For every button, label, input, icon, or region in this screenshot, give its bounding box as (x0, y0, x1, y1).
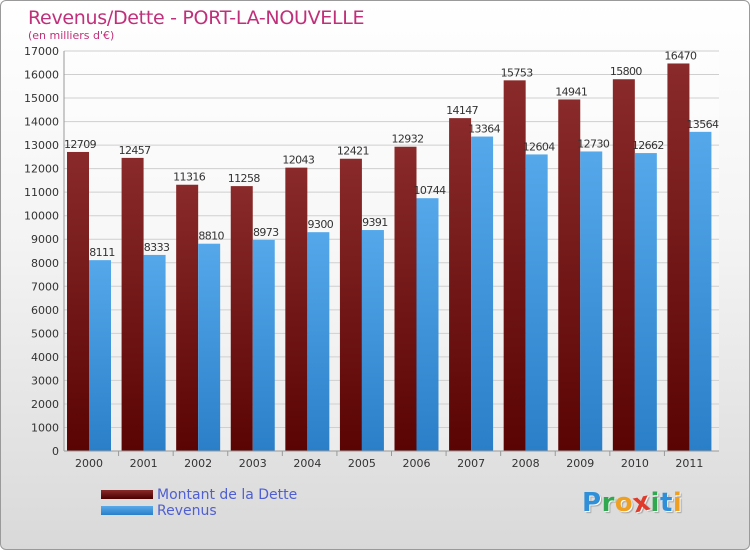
bar-debt (503, 80, 526, 451)
y-tick-label: 5000 (31, 327, 59, 340)
x-tick-label: 2006 (403, 457, 431, 470)
bar-debt (67, 151, 89, 451)
data-labels-group: 12709 8111 12457 8333 11316 8810 11258 8973 1204… (64, 49, 720, 259)
data-label-revenue: 10744 (414, 184, 447, 197)
y-tick-label: 1000 (31, 421, 59, 434)
data-label-debt: 12043 (282, 154, 315, 167)
x-tick-label: 2010 (621, 457, 649, 470)
data-label-revenue: 8333 (144, 241, 170, 254)
x-tick-label: 2004 (293, 457, 321, 470)
bar-revenue (143, 254, 166, 451)
bar-revenue (634, 153, 657, 451)
logo-letter: r (601, 488, 615, 518)
plot-area (64, 51, 719, 451)
data-label-debt: 14147 (446, 104, 479, 117)
y-tick-label: 3000 (31, 374, 59, 387)
data-label-revenue: 12604 (523, 140, 556, 153)
logo-letter: i (672, 488, 683, 518)
bar-debt (121, 157, 144, 452)
bar-debt (394, 146, 417, 451)
data-label-debt: 11258 (228, 172, 261, 185)
bar-revenue (525, 154, 548, 451)
data-label-revenue: 13564 (686, 118, 719, 131)
y-tick-label: 7000 (31, 280, 59, 293)
data-label-debt: 12421 (337, 145, 369, 158)
x-tick-label: 2007 (457, 457, 485, 470)
bar-revenue (689, 131, 712, 452)
y-tick-label: 2000 (31, 398, 59, 411)
bar-revenue (580, 151, 603, 451)
y-tick-label: 10000 (24, 210, 59, 223)
data-label-debt: 12932 (392, 133, 424, 146)
data-label-debt: 11316 (173, 171, 206, 184)
bar-debt (558, 99, 581, 452)
y-tick-label: 17000 (24, 45, 59, 58)
y-tick-label: 0 (52, 445, 59, 458)
data-label-revenue: 8810 (198, 230, 224, 243)
data-label-revenue: 8111 (89, 246, 115, 259)
data-label-revenue: 9391 (362, 216, 388, 229)
bar-revenue (252, 239, 275, 451)
data-label-debt: 15800 (610, 65, 643, 78)
data-label-revenue: 8973 (253, 226, 279, 239)
legend-label-revenue: Revenus (157, 503, 217, 519)
logo-letter: i (650, 488, 660, 518)
bar-revenue (361, 230, 384, 451)
y-tick-label: 4000 (31, 351, 59, 364)
x-tick-label: 2008 (512, 457, 540, 470)
bar-debt (612, 79, 635, 451)
x-tick-label: 2000 (75, 457, 103, 470)
y-tick-label: 8000 (31, 257, 59, 270)
y-tick-label: 16000 (24, 69, 59, 82)
bar-debt (339, 158, 362, 451)
bars-group (67, 63, 712, 452)
data-label-debt: 16470 (664, 49, 697, 62)
bar-revenue (471, 136, 494, 451)
y-tick-label: 11000 (24, 186, 59, 199)
x-tick-label: 2011 (675, 457, 703, 470)
grid-lines (64, 50, 719, 452)
chart-title: Revenus/Dette - PORT-LA-NOUVELLE (28, 7, 365, 29)
bar-revenue (198, 243, 221, 451)
bar-debt (667, 63, 690, 452)
logo-letter: P (582, 488, 602, 518)
logo-letter: o (614, 488, 634, 518)
bar-debt (176, 184, 199, 451)
x-tick-label: 2002 (184, 457, 212, 470)
legend-swatch-revenue (101, 506, 153, 515)
y-tick-label: 15000 (24, 92, 59, 105)
bar-debt (449, 118, 472, 452)
bar-revenue (307, 232, 330, 451)
y-tick-label: 9000 (31, 233, 59, 246)
x-tick-label: 2001 (130, 457, 158, 470)
x-axis: 2000 2001 2002 2003 2004 2005 2006 2007 2008 2009… (64, 450, 719, 470)
x-tick-label: 2009 (566, 457, 594, 470)
y-tick-label: 14000 (24, 116, 59, 129)
data-label-debt: 14941 (555, 85, 587, 98)
data-label-debt: 12457 (119, 144, 152, 157)
proxiti-logo: Proxiti (582, 487, 683, 520)
bar-debt (230, 186, 253, 451)
legend-swatch-debt (101, 490, 153, 499)
bar-debt (285, 167, 308, 451)
chart-subtitle: (en milliers d'€) (28, 29, 115, 42)
logo-letter: t (659, 488, 673, 518)
y-tick-label: 12000 (24, 163, 59, 176)
data-label-revenue: 12730 (577, 137, 610, 150)
x-tick-label: 2005 (348, 457, 376, 470)
data-label-debt: 15753 (501, 66, 534, 79)
x-tick-label: 2003 (239, 457, 267, 470)
y-tick-label: 6000 (31, 304, 59, 317)
bar-revenue (416, 198, 439, 451)
legend-label-debt: Montant de la Dette (157, 487, 298, 503)
bar-revenue (89, 260, 111, 451)
data-label-revenue: 9300 (308, 218, 334, 231)
data-label-revenue: 13364 (468, 123, 501, 136)
data-label-revenue: 12662 (632, 139, 664, 152)
y-axis: 0 1000 2000 3000 4000 5000 6000 7000 8000 9000 100… (24, 45, 65, 458)
y-tick-label: 13000 (24, 139, 59, 152)
data-label-debt: 12709 (64, 138, 97, 151)
